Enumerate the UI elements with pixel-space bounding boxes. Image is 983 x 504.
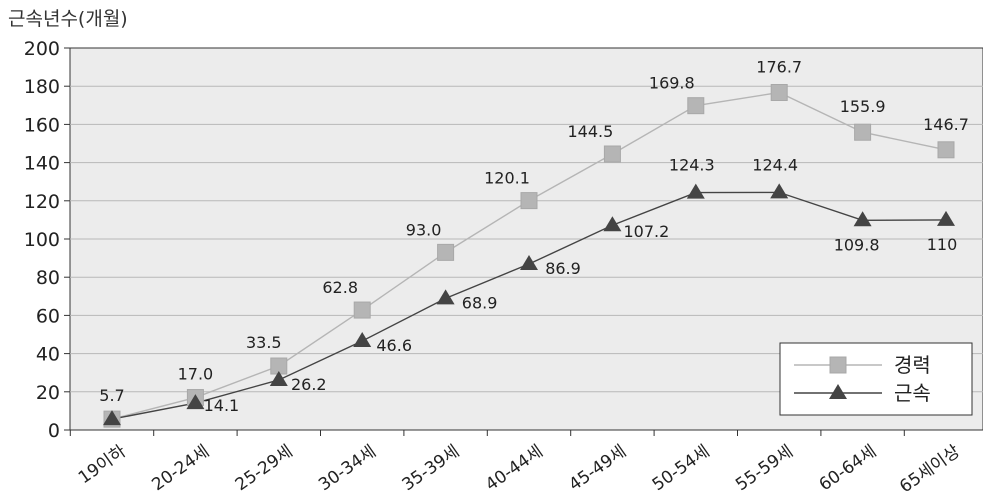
legend-label-경력: 경력	[894, 353, 931, 377]
legend-label-근속: 근속	[894, 381, 931, 405]
point-경력	[937, 141, 955, 159]
point-근속	[853, 211, 872, 227]
x-tick-label: 65세이상	[896, 441, 964, 497]
data-label-근속: 107.2	[623, 222, 669, 241]
x-tick-label: 25-29세	[232, 442, 297, 496]
y-tick-label: 100	[24, 229, 60, 251]
point-근속	[269, 370, 288, 386]
data-label-경력: 93.0	[406, 220, 442, 239]
legend-box	[779, 342, 973, 416]
point-근속	[353, 331, 372, 347]
data-label-경력: 62.8	[322, 278, 358, 297]
y-tick-label: 120	[24, 191, 60, 213]
point-근속	[937, 210, 955, 226]
data-label-경력: 169.8	[649, 74, 695, 93]
y-tick-label: 60	[36, 305, 60, 327]
point-근속	[770, 183, 789, 199]
data-label-경력: 144.5	[567, 122, 613, 141]
data-label-근속: 124.3	[669, 156, 715, 175]
data-label-근속: 124.4	[752, 155, 798, 174]
y-tick-label: 40	[36, 344, 60, 366]
y-axis-title: 근속년수(개월)	[8, 8, 128, 30]
y-tick-label: 200	[24, 38, 60, 60]
y-tick-label: 180	[24, 76, 60, 98]
point-근속	[520, 255, 538, 271]
point-근속	[103, 410, 121, 426]
data-label-경력: 5.7	[99, 386, 124, 405]
y-tick-label: 0	[48, 420, 60, 442]
x-tick-label: 20-24세	[148, 442, 213, 496]
data-label-경력: 155.9	[840, 97, 886, 116]
data-label-근속: 46.6	[376, 336, 412, 355]
x-tick-label: 60-64세	[816, 442, 881, 496]
x-tick-label: 50-54세	[649, 442, 714, 496]
y-tick-label: 20	[36, 382, 60, 404]
point-경력	[603, 145, 621, 163]
x-tick-label: 40-44세	[482, 442, 547, 496]
x-tick-label: 35-39세	[399, 442, 464, 496]
data-label-근속: 14.1	[204, 396, 240, 415]
data-label-경력: 33.5	[246, 333, 282, 352]
legend-marker-근속	[829, 384, 847, 399]
data-label-경력: 146.7	[923, 115, 969, 134]
data-label-근속: 110	[927, 235, 958, 254]
point-근속	[436, 289, 455, 305]
x-tick-label: 30-34세	[315, 442, 380, 496]
data-label-근속: 86.9	[545, 259, 581, 278]
point-경력	[854, 123, 872, 141]
point-경력	[437, 243, 455, 261]
x-tick-label: 55-59세	[732, 442, 797, 496]
data-label-근속: 68.9	[462, 293, 498, 312]
point-경력	[353, 301, 371, 319]
y-tick-label: 160	[24, 114, 60, 136]
point-근속	[686, 183, 705, 199]
point-경력	[520, 192, 538, 210]
data-label-경력: 17.0	[178, 365, 214, 384]
data-label-근속: 109.8	[834, 235, 880, 254]
point-근속	[186, 394, 205, 410]
x-tick-label: 19이하	[75, 441, 130, 488]
data-label-경력: 120.1	[484, 169, 530, 188]
legend-marker-경력	[829, 356, 847, 374]
data-label-근속: 26.2	[291, 375, 327, 394]
data-label-경력: 176.7	[756, 58, 802, 77]
point-경력	[687, 97, 705, 115]
point-근속	[603, 216, 622, 232]
x-tick-label: 45-49세	[565, 442, 630, 496]
y-tick-label: 80	[36, 267, 60, 289]
y-tick-label: 140	[24, 153, 60, 175]
point-경력	[770, 84, 788, 102]
